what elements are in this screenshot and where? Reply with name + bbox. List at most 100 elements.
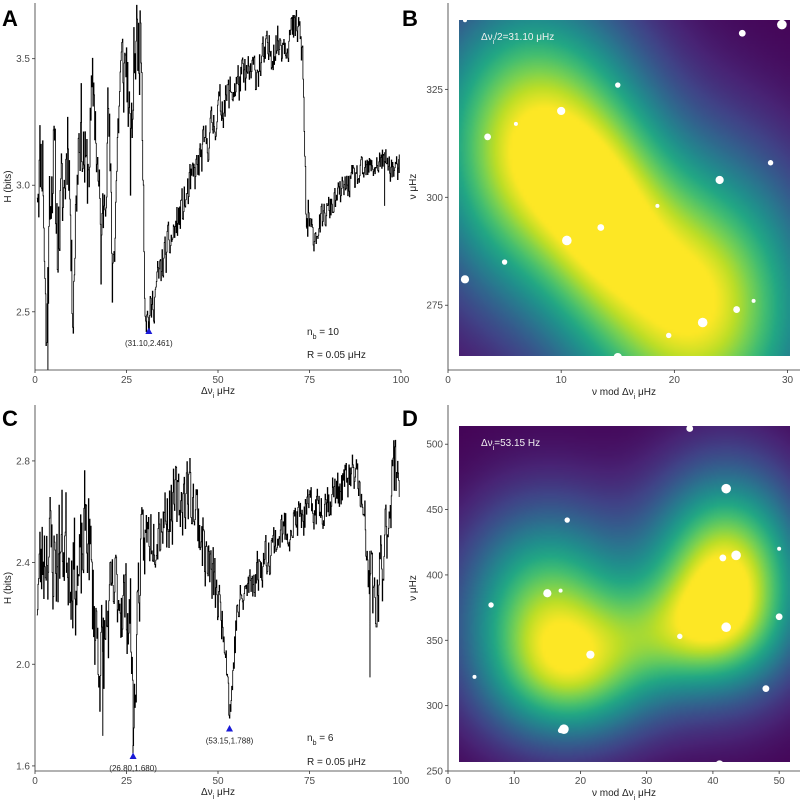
panel-b-x-tick-label: 20 <box>669 375 681 386</box>
panel-a-x-tick-label: 25 <box>121 375 133 386</box>
panel-a-y-tick-label: 3.5 <box>16 54 30 65</box>
panel-b-points: Δνi/2=31.10 μHz <box>448 18 787 362</box>
panel-b-point <box>513 121 518 126</box>
panel-b-x-tick-label: 30 <box>782 375 794 386</box>
panel-d-point <box>793 405 798 410</box>
panel-a-axes: 0 25 50 75 100 2.5 3.0 3.5 Δνi μHz H (bits) <box>3 3 410 400</box>
panel-d-y-tick-label: 300 <box>426 701 443 712</box>
panel-c-x-tick-label: 75 <box>304 776 316 787</box>
panel-c-plot: (26.80,1.680) (53.15,1.788) nb = 6 R = 0.05… <box>3 405 410 801</box>
panel-b-point <box>655 203 660 208</box>
panel-d: D Δνi=53.15 Hz 0 10 20 30 40 50 250 300 350 400 45… <box>402 405 800 802</box>
panel-b-axes: 0 10 20 30 275 300 325 ν mod Δνi μHz ν μHz <box>408 3 800 401</box>
panel-c-axes: 0 25 50 75 100 1.6 2.0 2.4 2.8 Δνi μHz H (bits) <box>3 405 410 801</box>
panel-c-y-tick-label: 1.6 <box>16 761 30 772</box>
panel-c-markers: (26.80,1.680) (53.15,1.788) nb = 6 R = 0.05… <box>109 724 366 773</box>
panel-d-point <box>488 602 494 608</box>
panel-a-y-tick-label: 2.5 <box>16 307 30 318</box>
panel-c-y-tick-label: 2.4 <box>16 558 30 569</box>
panel-d-y-tick-label: 350 <box>426 636 443 647</box>
panel-c-entropy-line <box>36 439 400 758</box>
panel-c-x-axis-label: Δνi μHz <box>201 787 235 801</box>
panel-c-y-tick-label: 2.8 <box>16 456 30 467</box>
panel-label-a: A <box>2 6 18 31</box>
panel-d-point <box>558 588 563 593</box>
panel-b-point <box>462 18 467 23</box>
panel-b: B Δνi/2=31.10 μHz 0 10 20 30 275 300 325 ν mod … <box>402 3 800 401</box>
panel-d-point <box>721 483 731 494</box>
panel-d-density-heatmap <box>459 426 790 762</box>
panel-c-minimum-marker <box>129 752 137 759</box>
panel-d-point <box>721 622 731 633</box>
panel-d-point <box>450 538 459 547</box>
panel-c-note-nb: nb = 6 <box>307 733 334 747</box>
panel-c-y-axis-label: H (bits) <box>3 572 14 604</box>
panel-b-point <box>777 19 787 30</box>
panel-d-y-axis-label: ν μHz <box>408 575 419 601</box>
panel-b-point <box>751 298 756 303</box>
panel-d-points: Δνi=53.15 Hz <box>450 405 798 769</box>
panel-a-x-axis-label: Δνi μHz <box>201 386 235 400</box>
panel-b-point <box>460 275 470 284</box>
panel-b-point <box>562 235 572 246</box>
panel-d-point <box>677 633 683 640</box>
panel-d-x-tick-label: 20 <box>575 776 587 787</box>
panel-c-minimum-label: (53.15,1.788) <box>206 736 254 745</box>
panel-a: A (31.10,2.461) nb = 10 R = 0.05 μHz 0 25 50… <box>2 3 410 400</box>
panel-a-plot: (31.10,2.461) nb = 10 R = 0.05 μHz 0 25 50 75… <box>3 3 410 400</box>
panel-label-c: C <box>2 406 18 431</box>
panel-d-point <box>686 425 694 432</box>
panel-label-b: B <box>402 6 418 31</box>
panel-c-x-tick-label: 100 <box>393 776 410 787</box>
panel-a-minimum-marker <box>145 327 153 334</box>
panel-d-plot: Δνi=53.15 Hz 0 10 20 30 40 50 250 300 350 400 450 5… <box>408 405 800 802</box>
panel-d-point <box>731 550 741 561</box>
panel-b-point <box>767 160 774 166</box>
panel-c-x-tick-label: 25 <box>121 776 133 787</box>
panel-c-series-line <box>36 439 400 758</box>
panel-b-point <box>484 133 492 141</box>
panel-d-x-tick-label: 10 <box>509 776 521 787</box>
panel-d-point <box>586 650 595 659</box>
panel-a-y-axis-label: H (bits) <box>3 170 14 202</box>
panel-a-entropy-line <box>36 4 400 370</box>
panel-b-point <box>448 140 459 151</box>
panel-b-point <box>597 224 605 231</box>
panel-c-minimum-marker <box>226 724 234 732</box>
panel-b-plot: Δνi/2=31.10 μHz 0 10 20 30 275 300 325 ν mod Δν… <box>408 3 800 401</box>
panel-c-minimum-label: (26.80,1.680) <box>109 764 157 773</box>
panel-d-annotation: Δνi=53.15 Hz <box>481 438 540 452</box>
panel-c-x-tick-label: 0 <box>32 776 38 787</box>
panel-b-point <box>715 175 724 185</box>
panel-d-point <box>715 760 724 769</box>
panel-label-d: D <box>402 406 418 431</box>
panel-d-point <box>472 674 477 679</box>
panel-d-axes: 0 10 20 30 40 50 250 300 350 400 450 500 ν mod Δνi μ… <box>408 405 800 802</box>
panel-a-x-tick-label: 75 <box>304 375 316 386</box>
panel-b-point <box>733 306 741 313</box>
panel-d-point <box>564 517 570 523</box>
panel-b-x-tick-label: 10 <box>556 375 568 386</box>
panel-b-y-tick-label: 325 <box>426 85 443 96</box>
panel-b-y-tick-label: 275 <box>426 301 443 312</box>
panel-a-minimum-label: (31.10,2.461) <box>125 339 173 348</box>
panel-a-x-tick-label: 0 <box>32 375 38 386</box>
panel-a-series-line <box>36 4 400 370</box>
panel-d-point <box>543 589 552 598</box>
panel-d-y-tick-label: 450 <box>426 505 443 516</box>
panel-b-annotation: Δνi/2=31.10 μHz <box>481 32 554 46</box>
panel-c-note-r: R = 0.05 μHz <box>307 757 366 768</box>
panel-b-point <box>738 29 746 37</box>
panel-b-point <box>666 332 672 339</box>
panel-d-point <box>719 554 727 562</box>
panel-a-note-nb: nb = 10 <box>307 327 339 341</box>
panel-c: C (26.80,1.680) (53.15,1.788) nb = 6 R = 0.… <box>2 405 410 801</box>
panel-b-x-tick-label: 0 <box>445 375 451 386</box>
panel-b-point <box>557 106 566 116</box>
panel-c-y-tick-label: 2.0 <box>16 660 30 671</box>
panel-d-x-tick-label: 50 <box>774 776 786 787</box>
panel-b-density-heatmap <box>459 20 790 356</box>
panel-d-point <box>557 727 564 734</box>
panel-b-x-axis-label: ν mod Δνi μHz <box>592 387 656 401</box>
